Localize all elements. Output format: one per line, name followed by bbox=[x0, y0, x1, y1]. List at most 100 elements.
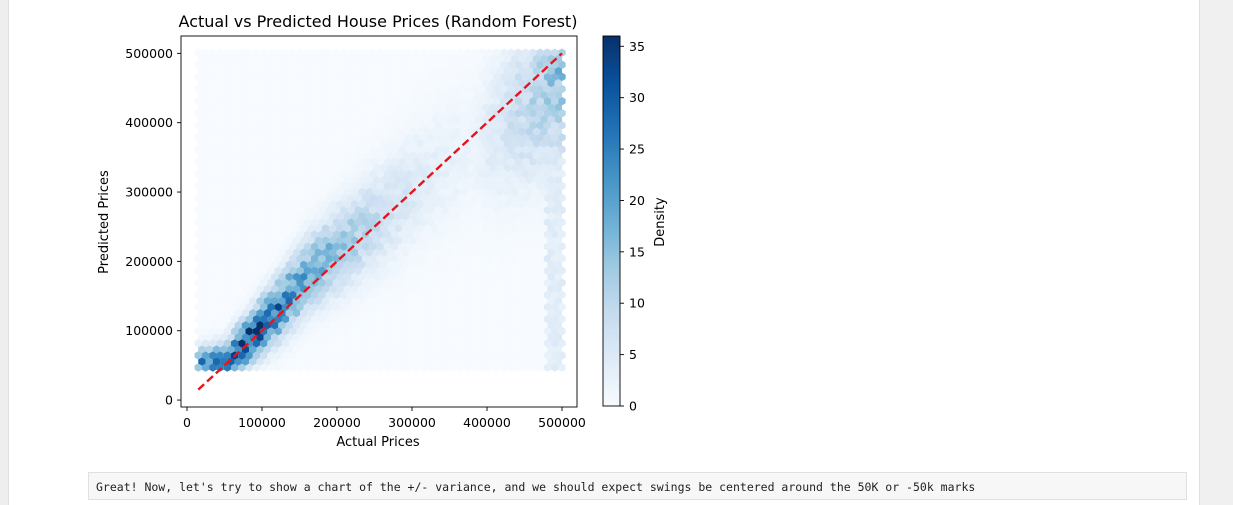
hex-bin bbox=[463, 108, 472, 118]
hex-bin bbox=[467, 102, 475, 112]
hex-bin bbox=[223, 133, 231, 142]
hex-bin bbox=[241, 127, 250, 136]
hex-bin bbox=[209, 157, 217, 166]
hex-bin bbox=[521, 145, 530, 154]
hex-bin bbox=[347, 266, 355, 275]
hex-bin bbox=[369, 363, 377, 372]
hex-bin bbox=[460, 236, 468, 245]
hex-bin bbox=[292, 357, 301, 366]
hex-bin bbox=[547, 66, 555, 76]
hex-bin bbox=[398, 266, 406, 275]
hex-bin bbox=[361, 133, 370, 142]
hex-bin bbox=[529, 217, 537, 227]
hex-bin bbox=[314, 66, 322, 76]
hex-bin bbox=[281, 72, 290, 82]
hex-bin bbox=[347, 339, 355, 348]
hex-bin bbox=[496, 211, 504, 221]
hex-bin bbox=[423, 224, 432, 233]
hex-bin bbox=[471, 205, 479, 215]
hex-bin bbox=[383, 96, 392, 106]
hex-bin bbox=[289, 96, 297, 106]
side-scrollbar[interactable] bbox=[1200, 0, 1233, 505]
hex-bin bbox=[460, 78, 468, 88]
hex-bin bbox=[292, 248, 301, 257]
hex-bin bbox=[314, 332, 322, 342]
hex-bin bbox=[220, 236, 228, 245]
hex-bin bbox=[427, 326, 435, 336]
hex-bin bbox=[427, 339, 435, 348]
hex-bin bbox=[511, 175, 519, 185]
hex-bin bbox=[521, 278, 530, 287]
hex-bin bbox=[420, 266, 428, 275]
hex-bin bbox=[241, 199, 250, 209]
hex-bin bbox=[212, 115, 221, 124]
hex-bin bbox=[481, 127, 490, 136]
hex-bin bbox=[558, 302, 566, 312]
hex-bin bbox=[532, 78, 541, 88]
hex-bin bbox=[256, 272, 264, 281]
hex-bin bbox=[209, 290, 217, 300]
hex-bin bbox=[456, 242, 464, 251]
hex-bin bbox=[485, 351, 493, 360]
hex-bin bbox=[270, 320, 279, 330]
hex-bin bbox=[238, 230, 246, 239]
hex-bin bbox=[267, 84, 275, 94]
hex-bin bbox=[194, 60, 202, 69]
hex-bin bbox=[507, 363, 515, 372]
hex-bin bbox=[427, 217, 435, 227]
hex-bin bbox=[358, 320, 366, 330]
hex-bin bbox=[361, 121, 370, 130]
hex-bin bbox=[252, 48, 261, 57]
hex-bin bbox=[209, 169, 217, 178]
hex-bin bbox=[296, 314, 304, 324]
hex-bin bbox=[511, 78, 519, 88]
hex-bin bbox=[529, 133, 537, 142]
hex-bin bbox=[460, 211, 468, 221]
hex-bin bbox=[449, 363, 457, 372]
hex-bin bbox=[245, 108, 253, 118]
hex-bin bbox=[391, 230, 399, 239]
hex-bin bbox=[434, 290, 442, 300]
hex-bin bbox=[441, 72, 450, 82]
hex-bin bbox=[547, 272, 555, 281]
hex-bin bbox=[241, 236, 250, 245]
hex-bin bbox=[230, 266, 239, 275]
hex-bin bbox=[456, 302, 464, 312]
hex-bin bbox=[409, 127, 417, 136]
hex-bin bbox=[391, 314, 399, 324]
hex-bin bbox=[551, 278, 559, 287]
hex-bin bbox=[540, 115, 548, 124]
hex-bin bbox=[347, 60, 355, 69]
hex-bin bbox=[216, 339, 224, 348]
hex-bin bbox=[503, 284, 512, 293]
hex-bin bbox=[285, 345, 293, 354]
hex-bin bbox=[274, 339, 282, 348]
markdown-note-cell[interactable]: Great! Now, let's try to show a chart of… bbox=[88, 472, 1187, 500]
hex-bin bbox=[245, 266, 253, 275]
hex-bin bbox=[274, 266, 282, 275]
hex-bin bbox=[245, 254, 253, 263]
hex-bin bbox=[423, 308, 432, 318]
hex-bin bbox=[460, 187, 468, 197]
hex-bin bbox=[270, 187, 279, 197]
hex-bin bbox=[394, 90, 402, 100]
hex-bin bbox=[223, 254, 231, 263]
hex-bin bbox=[394, 357, 402, 366]
hex-bin bbox=[452, 224, 461, 233]
hex-bin bbox=[321, 248, 330, 257]
hex-bin bbox=[209, 314, 217, 324]
hex-bin bbox=[518, 320, 526, 330]
hex-bin bbox=[376, 205, 384, 215]
hex-bin bbox=[412, 242, 421, 251]
hex-bin bbox=[343, 102, 352, 112]
hex-bin bbox=[387, 151, 395, 160]
hex-bin bbox=[500, 242, 508, 251]
hex-bin bbox=[285, 211, 293, 221]
hex-bin bbox=[278, 332, 286, 342]
hex-bin bbox=[460, 199, 468, 209]
hex-bin bbox=[343, 187, 352, 197]
hex-bin bbox=[518, 127, 526, 136]
hex-bin bbox=[511, 357, 519, 366]
hex-bin bbox=[281, 302, 290, 312]
hex-bin bbox=[260, 96, 268, 106]
